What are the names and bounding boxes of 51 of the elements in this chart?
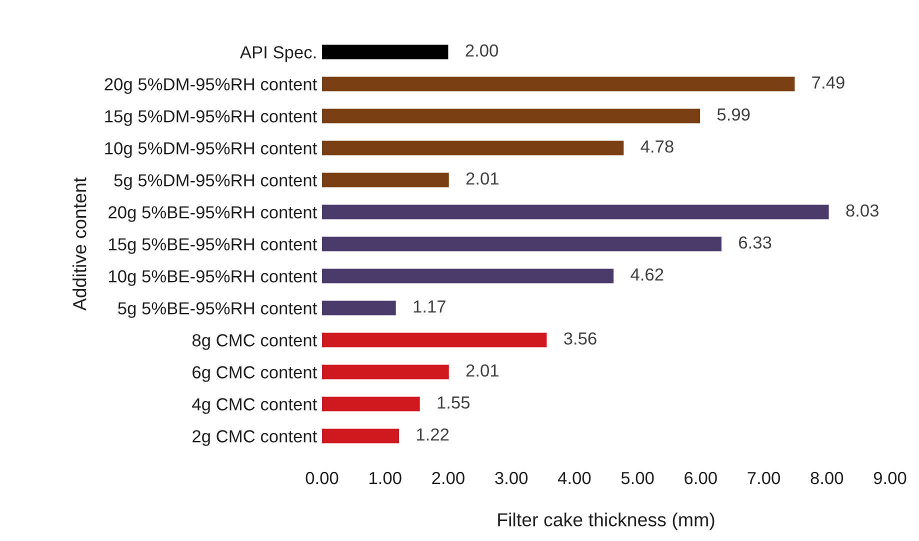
data-label: 2.00 [466, 44, 498, 57]
y-tick-label: 20g 5%DM-95%RH content [104, 78, 318, 94]
y-tick-label: 8g CMC content [192, 334, 318, 350]
x-tick-label: 5.00 [621, 472, 654, 484]
data-label: 6.33 [739, 236, 772, 249]
y-tick-label: 2g CMC content [192, 430, 318, 446]
y-tick-label: 6g CMC content [192, 366, 318, 382]
y-tick-label: 4g CMC content [192, 398, 318, 414]
x-tick-label: 2.00 [432, 472, 464, 484]
y-tick-label: 15g 5%BE-95%RH content [109, 238, 318, 254]
y-axis-title: Additive content [72, 177, 86, 311]
bar [322, 236, 722, 252]
y-tick-label: 5g 5%DM-95%RH content [114, 174, 318, 190]
x-tick-label: 6.00 [684, 472, 717, 484]
bar [322, 140, 624, 156]
data-label: 2.01 [466, 172, 498, 185]
bar [322, 428, 399, 444]
y-tick-label: API Spec. [240, 46, 316, 62]
data-label: 1.22 [416, 428, 449, 440]
x-tick-label: 1.00 [370, 472, 402, 484]
data-label: 2.01 [466, 364, 498, 377]
y-tick-label: 20g 5%BE-95%RH content [108, 206, 318, 222]
bar [322, 172, 449, 188]
x-tick-label: 7.00 [748, 472, 780, 484]
bar [322, 76, 795, 92]
x-tick-label: 9.00 [874, 472, 906, 484]
y-tick-label: 10g 5%DM-95%RH content [105, 142, 318, 158]
y-tick-label: 5g 5%BE-95%RH content [118, 302, 318, 318]
x-tick-label: 8.00 [810, 472, 844, 484]
bar [322, 108, 700, 124]
data-label: 4.62 [630, 268, 664, 281]
x-tick-label: 3.00 [495, 472, 528, 484]
bar [322, 332, 547, 348]
x-tick-label: 4.00 [558, 472, 591, 484]
bar [322, 204, 829, 220]
bar [322, 44, 448, 60]
data-label: 8.03 [846, 204, 878, 217]
data-label: 3.56 [564, 332, 596, 345]
bar [322, 396, 420, 412]
bar [322, 300, 396, 316]
x-tick-label: 0.00 [306, 472, 338, 484]
data-label: 4.78 [640, 140, 674, 153]
y-tick-label: 15g 5%DM-95%RH content [105, 110, 318, 126]
x-axis-title: Filter cake thickness (mm) [498, 512, 714, 530]
data-label: 1.55 [438, 396, 470, 409]
data-label: 1.17 [414, 300, 446, 312]
bar [322, 268, 614, 284]
bar [322, 364, 449, 380]
y-tick-label: 10g 5%BE-95%RH content [109, 270, 318, 286]
data-label: 7.49 [812, 76, 844, 89]
data-label: 5.99 [717, 108, 750, 121]
